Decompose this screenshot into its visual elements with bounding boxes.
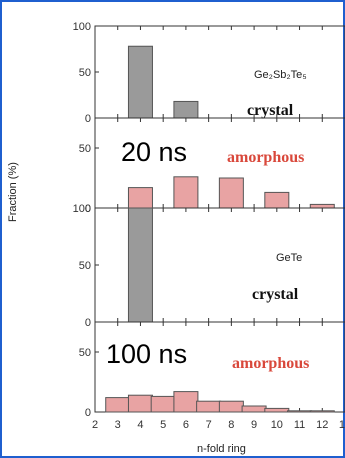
x-tick-label: 7 bbox=[206, 419, 212, 431]
compound-label-top: Ge₂Sb₂Te₅ bbox=[254, 69, 307, 81]
x-tick-label: 10 bbox=[271, 419, 283, 431]
bar bbox=[264, 191, 290, 209]
y-tick-label: 50 bbox=[79, 67, 91, 79]
bar bbox=[218, 400, 244, 413]
bar bbox=[127, 394, 153, 413]
bar bbox=[173, 176, 199, 209]
x-tick-label: 9 bbox=[251, 419, 257, 431]
x-axis-label: n-fold ring bbox=[197, 443, 246, 455]
x-tick-label: 8 bbox=[228, 419, 234, 431]
y-tick-label: 100 bbox=[73, 203, 91, 215]
y-tick-label: 50 bbox=[79, 143, 91, 155]
bar bbox=[150, 395, 176, 413]
amorphous-label-top: amorphous bbox=[227, 149, 305, 166]
bar bbox=[173, 391, 199, 413]
x-tick-label: 2 bbox=[92, 419, 98, 431]
x-tick-label: 6 bbox=[183, 419, 189, 431]
bar bbox=[196, 400, 222, 413]
y-tick-label: 100 bbox=[73, 21, 91, 33]
y-tick-label: 0 bbox=[85, 203, 91, 215]
bar bbox=[127, 187, 153, 209]
x-tick-label: 12 bbox=[316, 419, 328, 431]
y-tick-label: 0 bbox=[85, 317, 91, 329]
x-tick-label: 4 bbox=[137, 419, 143, 431]
x-tick-label: 5 bbox=[160, 419, 166, 431]
bar bbox=[127, 207, 153, 323]
bar bbox=[173, 100, 199, 119]
y-tick-label: 0 bbox=[85, 407, 91, 419]
x-tick-label: 3 bbox=[115, 419, 121, 431]
y-axis-label: Fraction (%) bbox=[7, 162, 19, 222]
bar bbox=[218, 177, 244, 209]
time-label-20ns: 20 ns bbox=[121, 137, 188, 167]
bar bbox=[309, 410, 335, 413]
x-tick-label: 13 bbox=[339, 419, 345, 431]
bar bbox=[105, 397, 131, 413]
bar bbox=[309, 203, 335, 209]
bar bbox=[264, 407, 290, 413]
crystal-label-bottom: crystal bbox=[252, 286, 299, 303]
compound-label-bottom: GeTe bbox=[276, 252, 303, 264]
time-label-100ns: 100 ns bbox=[106, 339, 188, 369]
x-tick-label: 11 bbox=[294, 419, 305, 431]
y-tick-label: 0 bbox=[85, 113, 91, 125]
bar bbox=[241, 405, 267, 413]
bar bbox=[127, 45, 153, 119]
crystal-label-top: crystal bbox=[247, 102, 294, 119]
bar bbox=[287, 410, 313, 413]
y-tick-label: 50 bbox=[79, 347, 91, 359]
amorphous-label-bottom: amorphous bbox=[232, 355, 310, 372]
y-tick-label: 50 bbox=[79, 260, 91, 272]
